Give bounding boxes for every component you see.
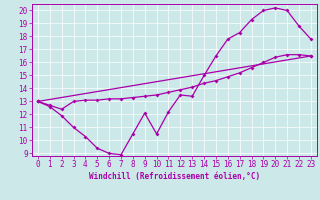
X-axis label: Windchill (Refroidissement éolien,°C): Windchill (Refroidissement éolien,°C)	[89, 172, 260, 181]
